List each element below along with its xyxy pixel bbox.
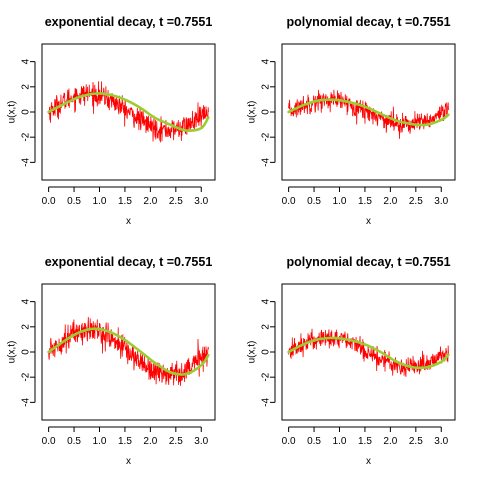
panel-1: exponential decay, t =0.7551 0.0 0.5 1.0 1.5… <box>7 15 216 227</box>
noisy-observations-line <box>288 89 449 139</box>
smooth-solution-line <box>47 327 210 376</box>
x-tick-label: 2.0 <box>383 196 397 207</box>
y-tick-label: -2 <box>21 132 32 141</box>
smooth-solution-line <box>287 98 450 127</box>
x-axis-label: x <box>366 456 371 467</box>
x-tick-label: 2.5 <box>409 196 423 207</box>
x-tick-label: 2.5 <box>409 436 423 447</box>
y-tick-label: 0 <box>21 109 32 115</box>
x-tick-label: 0.0 <box>42 436 56 447</box>
x-tick-label: 2.5 <box>169 436 183 447</box>
y-tick-label: 2 <box>21 84 32 90</box>
y-tick-label: -4 <box>21 157 32 166</box>
x-tick-label: 1.5 <box>358 196 372 207</box>
x-tick-label: 0.5 <box>67 436 81 447</box>
plot-frame <box>41 283 216 421</box>
y-tick-label: 2 <box>261 324 272 330</box>
x-tick-label: 3.0 <box>434 436 448 447</box>
noisy-observations-line <box>288 328 449 377</box>
x-tick-label: 2.0 <box>383 436 397 447</box>
x-tick-label: 0.5 <box>307 196 321 207</box>
y-axis-label: u(x,t) <box>7 101 18 124</box>
y-tick-label: 0 <box>261 109 272 115</box>
x-tick-label: 1.5 <box>118 196 132 207</box>
plot-frame <box>281 283 456 421</box>
x-tick-label: 2.5 <box>169 196 183 207</box>
x-tick-label: 3.0 <box>194 436 208 447</box>
y-axis-label: u(x,t) <box>247 101 258 124</box>
y-tick-label: 2 <box>261 84 272 90</box>
noisy-observations-line <box>48 317 209 386</box>
x-tick-label: 0.0 <box>282 436 296 447</box>
y-tick-label: -4 <box>21 397 32 406</box>
y-tick-label: 4 <box>21 58 32 64</box>
x-tick-label: 0.5 <box>307 436 321 447</box>
y-tick-label: -4 <box>261 157 272 166</box>
y-tick-label: 0 <box>261 349 272 355</box>
x-tick-label: 1.0 <box>93 196 107 207</box>
smooth-solution-line <box>47 92 210 132</box>
x-axis-label: x <box>126 456 131 467</box>
x-axis-label: x <box>366 216 371 227</box>
x-tick-label: 0.0 <box>282 196 296 207</box>
x-tick-label: 0.5 <box>67 196 81 207</box>
panel-2: polynomial decay, t =0.7551 0.0 0.5 1.0 1.5 2… <box>247 15 456 227</box>
plot-frame <box>281 43 456 181</box>
y-tick-label: -2 <box>261 372 272 381</box>
x-tick-label: 2.0 <box>143 436 157 447</box>
x-axis-label: x <box>126 216 131 227</box>
y-tick-label: -4 <box>261 397 272 406</box>
noisy-observations-line <box>48 81 209 143</box>
panel-4: polynomial decay, t =0.7551 0.0 0.5 1.0 1.5 2… <box>247 255 456 467</box>
chart-title: exponential decay, t =0.7551 <box>45 15 213 29</box>
x-tick-label: 2.0 <box>143 196 157 207</box>
y-tick-label: 2 <box>21 324 32 330</box>
x-tick-label: 3.0 <box>194 196 208 207</box>
x-tick-label: 1.0 <box>93 436 107 447</box>
x-tick-label: 1.5 <box>118 436 132 447</box>
y-axis-label: u(x,t) <box>247 341 258 364</box>
y-axis-label: u(x,t) <box>7 341 18 364</box>
chart-title: polynomial decay, t =0.7551 <box>286 15 450 29</box>
chart-title: exponential decay, t =0.7551 <box>45 255 213 269</box>
panel-3: exponential decay, t =0.7551 0.0 0.5 1.0 1.5… <box>7 255 216 467</box>
y-tick-label: 4 <box>21 298 32 304</box>
y-tick-label: 0 <box>21 349 32 355</box>
y-tick-label: 4 <box>261 58 272 64</box>
x-tick-label: 1.0 <box>333 196 347 207</box>
x-tick-label: 1.0 <box>333 436 347 447</box>
y-tick-label: -2 <box>21 372 32 381</box>
smooth-solution-line <box>287 336 450 370</box>
x-tick-label: 0.0 <box>42 196 56 207</box>
y-tick-label: 4 <box>261 298 272 304</box>
chart-title: polynomial decay, t =0.7551 <box>286 255 450 269</box>
y-tick-label: -2 <box>261 132 272 141</box>
x-tick-label: 1.5 <box>358 436 372 447</box>
x-tick-label: 3.0 <box>434 196 448 207</box>
plot-frame <box>41 43 216 181</box>
